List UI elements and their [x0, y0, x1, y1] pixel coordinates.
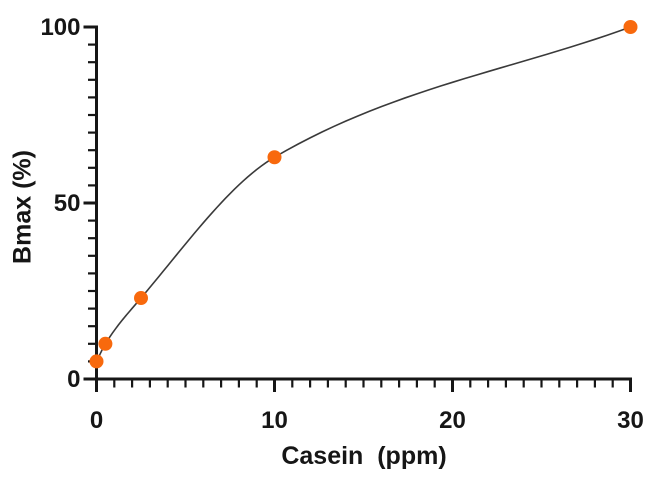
data-point [98, 336, 113, 351]
data-point [89, 354, 104, 369]
y-axis-title: Bmax (%) [8, 150, 37, 264]
data-point [623, 20, 638, 34]
y-tick-label: 100 [40, 14, 80, 41]
data-points [89, 20, 638, 369]
x-tick-label: 30 [617, 407, 644, 434]
y-axis: 0 50 100 [40, 14, 98, 393]
x-tick-label: 10 [261, 407, 288, 434]
x-tick-label: 20 [439, 407, 466, 434]
y-tick-label: 50 [54, 190, 81, 217]
data-point [267, 150, 282, 165]
data-point [134, 291, 148, 306]
x-tick-label: 0 [90, 407, 103, 434]
y-tick-label: 0 [67, 366, 80, 393]
fit-curve [95, 26, 631, 362]
x-axis: 0 10 20 30 [90, 377, 644, 434]
x-axis-title: Casein (ppm) [281, 442, 447, 470]
